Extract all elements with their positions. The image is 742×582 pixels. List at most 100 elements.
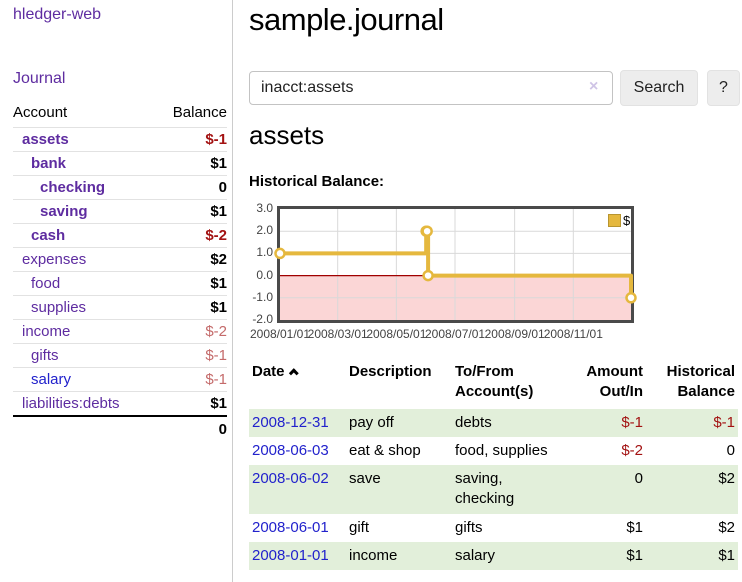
register-row: 2008-06-02 save saving, checking 0 $2 xyxy=(249,465,738,514)
data-point-marker xyxy=(422,269,434,282)
x-axis-tick-label: 2008/07/01 xyxy=(424,327,486,341)
account-row: income $-2 xyxy=(13,319,227,344)
register-table: Date Description To/From Account(s) Amou… xyxy=(249,358,738,570)
account-balance: $-1 xyxy=(154,343,227,368)
data-point-marker xyxy=(274,247,286,260)
transaction-description: gift xyxy=(349,518,370,536)
y-axis-tick-label: -1.0 xyxy=(252,289,273,304)
account-row: expenses $2 xyxy=(13,247,227,272)
accounts-column-header: To/From Account(s) xyxy=(455,363,534,401)
account-balance: $1 xyxy=(154,391,227,416)
sidebar-account-link[interactable]: salary xyxy=(31,371,72,388)
transaction-description: eat & shop xyxy=(349,441,421,459)
transaction-accounts: salary xyxy=(455,546,496,564)
account-row: bank $1 xyxy=(13,151,227,176)
transaction-amount: 0 xyxy=(634,470,643,487)
sidebar-account-link[interactable]: bank xyxy=(31,155,67,172)
account-balance: $-2 xyxy=(154,319,227,344)
account-balance-table: Account Balance assets $-1 bank $1 check… xyxy=(13,101,227,442)
account-balance: $-2 xyxy=(154,223,227,248)
account-row: gifts $-1 xyxy=(13,343,227,368)
register-row: 2008-01-01 income salary $1 $1 xyxy=(249,541,738,570)
account-balance: $-1 xyxy=(154,367,227,392)
legend-label: $ xyxy=(623,213,631,228)
sidebar-account-link[interactable]: checking xyxy=(40,179,106,196)
transaction-date-link[interactable]: 2008-06-01 xyxy=(252,518,329,536)
app-brand-link[interactable]: hledger-web xyxy=(13,6,102,23)
sidebar-account-link[interactable]: assets xyxy=(22,131,69,148)
transaction-accounts: saving, checking xyxy=(455,470,515,508)
account-row: salary $-1 xyxy=(13,367,227,392)
account-balance: 0 xyxy=(154,175,227,200)
transaction-amount: $-1 xyxy=(621,413,643,431)
account-row: saving $1 xyxy=(13,199,227,224)
transaction-date-link[interactable]: 2008-01-01 xyxy=(252,546,329,564)
description-column-header: Description xyxy=(349,363,432,380)
data-point-marker xyxy=(421,225,433,237)
sidebar-account-link[interactable]: gifts xyxy=(31,347,59,364)
account-balance: $-1 xyxy=(154,127,227,152)
data-point-marker xyxy=(625,292,637,304)
sidebar-account-link[interactable]: liabilities:debts xyxy=(22,395,120,412)
transaction-accounts: debts xyxy=(455,413,492,431)
account-balance: $1 xyxy=(154,271,227,296)
transaction-balance: $-1 xyxy=(713,413,735,431)
transaction-balance: 0 xyxy=(726,441,735,459)
account-row: assets $-1 xyxy=(13,127,227,152)
transaction-amount: $1 xyxy=(626,518,643,536)
transaction-date-link[interactable]: 2008-06-03 xyxy=(252,441,329,459)
date-column-header[interactable]: Date xyxy=(249,358,346,409)
transaction-accounts: gifts xyxy=(455,518,483,536)
register-row: 2008-12-31 pay off debts $-1 $-1 xyxy=(249,408,738,437)
legend-swatch-icon xyxy=(608,214,621,227)
transaction-date-link[interactable]: 2008-12-31 xyxy=(252,413,329,431)
sort-ascending-icon xyxy=(288,368,299,379)
balance-column-header: Balance xyxy=(172,104,227,121)
chart-legend: $ xyxy=(608,213,630,228)
transaction-date-link[interactable]: 2008-06-02 xyxy=(252,470,329,487)
page-title: sample.journal xyxy=(249,2,444,37)
account-balance: $2 xyxy=(154,247,227,272)
account-balance: $1 xyxy=(154,295,227,320)
search-input[interactable] xyxy=(249,71,613,105)
register-row: 2008-06-03 eat & shop food, supplies $-2… xyxy=(249,437,738,465)
x-axis-tick-label: 2008/01/01 xyxy=(249,327,311,341)
sidebar-account-link[interactable]: supplies xyxy=(31,299,87,316)
sidebar: hledger-web Journal Account Balance asse… xyxy=(0,0,233,582)
transaction-amount: $-2 xyxy=(621,441,643,459)
sidebar-account-link[interactable]: income xyxy=(22,323,71,340)
transaction-balance: $1 xyxy=(718,546,735,564)
account-row: supplies $1 xyxy=(13,295,227,320)
chart-title: Historical Balance: xyxy=(249,173,385,190)
sidebar-account-link[interactable]: food xyxy=(31,275,61,292)
y-axis-tick-label: 0.0 xyxy=(256,267,273,282)
account-row: checking 0 xyxy=(13,175,227,200)
x-axis-tick-label: 2008/03/01 xyxy=(307,327,368,341)
transaction-description: pay off xyxy=(349,413,394,431)
historical-balance-chart: $ 3.0 2.0 1.0 0.0 -1.0 -2.0 2008/01/01 2008/03/… xyxy=(249,200,719,350)
transaction-amount: $1 xyxy=(626,546,643,564)
account-column-header: Account xyxy=(13,104,68,121)
search-bar: × Search ? xyxy=(249,70,742,106)
register-header-row: Date Description To/From Account(s) Amou… xyxy=(249,358,738,409)
account-row: liabilities:debts $1 xyxy=(13,391,227,416)
y-axis-tick-label: 2.0 xyxy=(256,223,273,238)
help-button[interactable]: ? xyxy=(707,70,740,106)
register-row: 2008-06-01 gift gifts $1 $2 xyxy=(249,514,738,542)
amount-column-header: Amount Out/In xyxy=(586,363,643,401)
sidebar-account-link[interactable]: cash xyxy=(31,227,66,244)
account-heading: assets xyxy=(249,120,325,150)
transaction-description: income xyxy=(349,546,398,564)
main-content: sample.journal × Search ? assets Histori… xyxy=(249,0,742,582)
account-row: cash $-2 xyxy=(13,223,227,248)
account-row: food $1 xyxy=(13,271,227,296)
account-total-row: 0 xyxy=(13,415,227,442)
account-balance: $1 xyxy=(154,151,227,176)
clear-search-icon[interactable]: × xyxy=(589,78,599,95)
sidebar-account-link[interactable]: expenses xyxy=(22,251,87,268)
sidebar-account-link[interactable]: saving xyxy=(40,203,88,220)
search-button[interactable]: Search xyxy=(620,70,698,106)
sidebar-item-journal[interactable]: Journal xyxy=(13,70,66,87)
chart-plot-area xyxy=(274,206,637,323)
balance-column-header: Historical Balance xyxy=(666,363,735,401)
